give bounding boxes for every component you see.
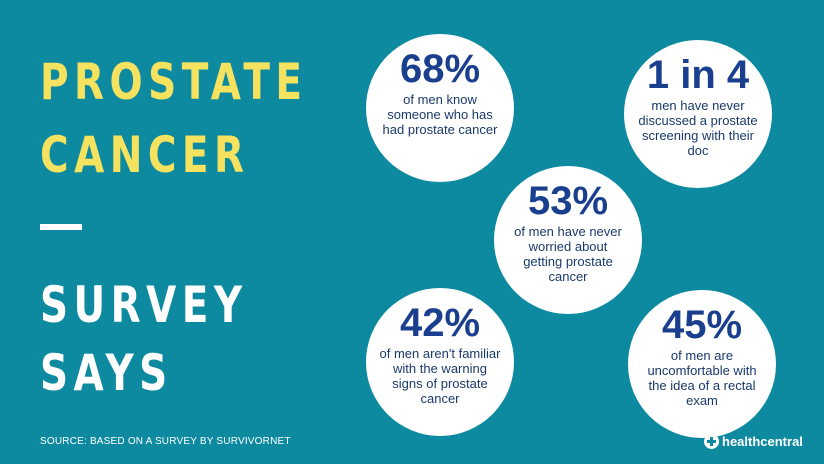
stat-value: 45% [661,303,743,347]
stat-description: of men know someone who has had prostate… [382,92,498,137]
stat-value: 68% [399,47,481,91]
stat-value: 42% [399,301,481,345]
stat-description: of men have never worried about getting … [514,224,622,284]
title-prostate: PROSTATE [40,53,308,111]
title-says: SAYS [40,344,173,402]
title-survey: SURVEY [40,276,248,334]
brand-name: healthcentral [722,434,803,449]
stat-value: 53% [527,179,609,223]
stat-bubble-68: 68% of men know someone who has had pros… [366,34,514,182]
health-cross-icon [704,434,719,449]
source-note: SOURCE: BASED ON A SURVEY BY SURVIVORNET [40,436,291,447]
stat-bubble-42: 42% of men aren't familiar with the warn… [366,288,514,436]
stat-description: of men are uncomfortable with the idea o… [647,348,757,408]
stat-description: of men aren't familiar with the warning … [379,346,501,406]
brand-logo: healthcentral [704,434,803,449]
stat-bubble-1-in-4: 1 in 4 men have never discussed a prosta… [624,40,772,188]
stat-bubble-45: 45% of men are uncomfortable with the id… [628,290,776,438]
stat-description: men have never discussed a prostate scre… [638,98,758,158]
title-cancer: CANCER [40,126,250,184]
stat-value: 1 in 4 [646,53,750,97]
title-divider [40,224,82,230]
stat-bubble-53: 53% of men have never worried about gett… [494,166,642,314]
